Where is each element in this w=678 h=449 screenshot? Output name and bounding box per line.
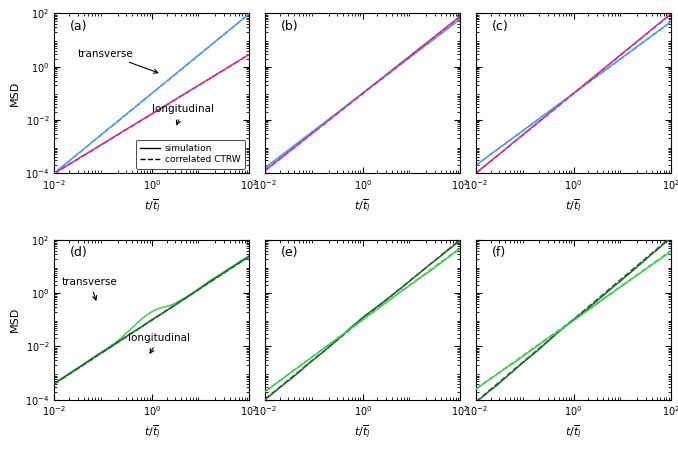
X-axis label: $t/\overline{t}_l$: $t/\overline{t}_l$ bbox=[355, 424, 371, 440]
Legend: simulation, correlated CTRW: simulation, correlated CTRW bbox=[136, 140, 245, 168]
X-axis label: $t/\overline{t}_l$: $t/\overline{t}_l$ bbox=[144, 197, 160, 214]
Text: longitudinal: longitudinal bbox=[128, 333, 191, 353]
X-axis label: $t/\overline{t}_l$: $t/\overline{t}_l$ bbox=[144, 424, 160, 440]
Text: longitudinal: longitudinal bbox=[152, 105, 214, 125]
Text: (c): (c) bbox=[492, 20, 508, 33]
X-axis label: $t/\overline{t}_l$: $t/\overline{t}_l$ bbox=[565, 424, 582, 440]
Text: (e): (e) bbox=[281, 247, 298, 260]
Text: (f): (f) bbox=[492, 247, 506, 260]
Text: transverse: transverse bbox=[62, 277, 118, 300]
Y-axis label: MSD: MSD bbox=[9, 81, 20, 106]
Text: (a): (a) bbox=[70, 20, 87, 33]
Y-axis label: MSD: MSD bbox=[9, 307, 20, 332]
X-axis label: $t/\overline{t}_l$: $t/\overline{t}_l$ bbox=[565, 197, 582, 214]
X-axis label: $t/\overline{t}_l$: $t/\overline{t}_l$ bbox=[355, 197, 371, 214]
Text: (b): (b) bbox=[281, 20, 298, 33]
Text: transverse: transverse bbox=[78, 48, 158, 73]
Text: (d): (d) bbox=[70, 247, 87, 260]
